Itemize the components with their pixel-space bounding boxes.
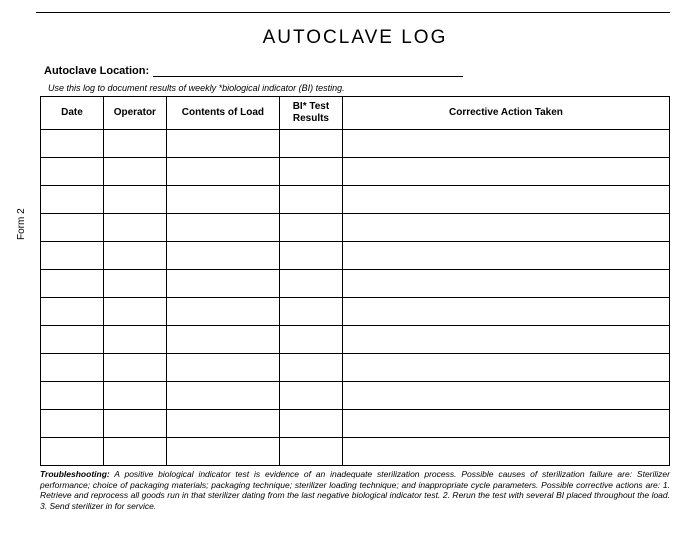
table-cell[interactable] <box>41 158 104 186</box>
table-cell[interactable] <box>342 438 669 466</box>
table-cell[interactable] <box>342 130 669 158</box>
table-cell[interactable] <box>342 242 669 270</box>
table-cell[interactable] <box>342 382 669 410</box>
table-row <box>41 438 670 466</box>
table-cell[interactable] <box>166 158 279 186</box>
table-cell[interactable] <box>342 410 669 438</box>
table-row <box>41 382 670 410</box>
table-cell[interactable] <box>166 410 279 438</box>
page-title: AUTOCLAVE LOG <box>40 27 670 49</box>
table-cell[interactable] <box>41 382 104 410</box>
form-number-label: Form 2 <box>16 208 27 240</box>
table-cell[interactable] <box>41 130 104 158</box>
table-cell[interactable] <box>103 382 166 410</box>
table-cell[interactable] <box>166 242 279 270</box>
table-cell[interactable] <box>166 130 279 158</box>
table-cell[interactable] <box>103 438 166 466</box>
table-cell[interactable] <box>166 326 279 354</box>
troubleshooting-text: A positive biological indicator test is … <box>40 469 670 511</box>
table-cell[interactable] <box>41 410 104 438</box>
document-content: AUTOCLAVE LOG Autoclave Location: Use th… <box>40 27 670 512</box>
table-cell[interactable] <box>41 214 104 242</box>
table-cell[interactable] <box>280 298 343 326</box>
table-row <box>41 270 670 298</box>
table-cell[interactable] <box>280 410 343 438</box>
table-row <box>41 326 670 354</box>
table-row <box>41 354 670 382</box>
table-cell[interactable] <box>41 186 104 214</box>
table-cell[interactable] <box>41 354 104 382</box>
table-cell[interactable] <box>103 354 166 382</box>
table-cell[interactable] <box>103 298 166 326</box>
table-cell[interactable] <box>280 354 343 382</box>
table-row <box>41 242 670 270</box>
table-row <box>41 130 670 158</box>
table-cell[interactable] <box>342 354 669 382</box>
table-cell[interactable] <box>103 270 166 298</box>
table-cell[interactable] <box>342 214 669 242</box>
table-cell[interactable] <box>342 326 669 354</box>
column-header: Operator <box>103 97 166 130</box>
table-cell[interactable] <box>166 270 279 298</box>
table-cell[interactable] <box>103 130 166 158</box>
table-cell[interactable] <box>41 242 104 270</box>
table-header-row: DateOperatorContents of LoadBI* Test Res… <box>41 97 670 130</box>
top-horizontal-rule <box>36 12 670 13</box>
table-cell[interactable] <box>103 158 166 186</box>
table-cell[interactable] <box>280 270 343 298</box>
table-cell[interactable] <box>41 298 104 326</box>
table-cell[interactable] <box>41 438 104 466</box>
table-cell[interactable] <box>103 410 166 438</box>
table-cell[interactable] <box>280 130 343 158</box>
table-cell[interactable] <box>166 438 279 466</box>
troubleshooting-label: Troubleshooting: <box>40 469 110 479</box>
column-header: Date <box>41 97 104 130</box>
column-header: Corrective Action Taken <box>342 97 669 130</box>
troubleshooting-note: Troubleshooting: A positive biological i… <box>40 469 670 512</box>
column-header: Contents of Load <box>166 97 279 130</box>
table-cell[interactable] <box>166 382 279 410</box>
table-cell[interactable] <box>103 186 166 214</box>
table-row <box>41 158 670 186</box>
table-cell[interactable] <box>103 242 166 270</box>
table-cell[interactable] <box>103 214 166 242</box>
table-cell[interactable] <box>342 270 669 298</box>
table-cell[interactable] <box>342 158 669 186</box>
autoclave-log-table: DateOperatorContents of LoadBI* Test Res… <box>40 96 670 466</box>
instruction-text: Use this log to document results of week… <box>48 83 670 93</box>
table-cell[interactable] <box>280 242 343 270</box>
location-input-line[interactable] <box>153 65 463 77</box>
table-cell[interactable] <box>280 382 343 410</box>
table-cell[interactable] <box>280 158 343 186</box>
table-cell[interactable] <box>280 326 343 354</box>
table-cell[interactable] <box>166 298 279 326</box>
location-label: Autoclave Location: <box>44 65 149 77</box>
location-field-row: Autoclave Location: <box>44 65 670 77</box>
table-cell[interactable] <box>166 186 279 214</box>
table-cell[interactable] <box>280 214 343 242</box>
table-cell[interactable] <box>280 186 343 214</box>
table-row <box>41 186 670 214</box>
column-header: BI* Test Results <box>280 97 343 130</box>
table-row <box>41 410 670 438</box>
table-row <box>41 214 670 242</box>
table-cell[interactable] <box>41 270 104 298</box>
table-row <box>41 298 670 326</box>
table-cell[interactable] <box>166 214 279 242</box>
table-cell[interactable] <box>280 438 343 466</box>
table-cell[interactable] <box>103 326 166 354</box>
table-cell[interactable] <box>41 326 104 354</box>
table-cell[interactable] <box>342 186 669 214</box>
table-cell[interactable] <box>166 354 279 382</box>
table-cell[interactable] <box>342 298 669 326</box>
